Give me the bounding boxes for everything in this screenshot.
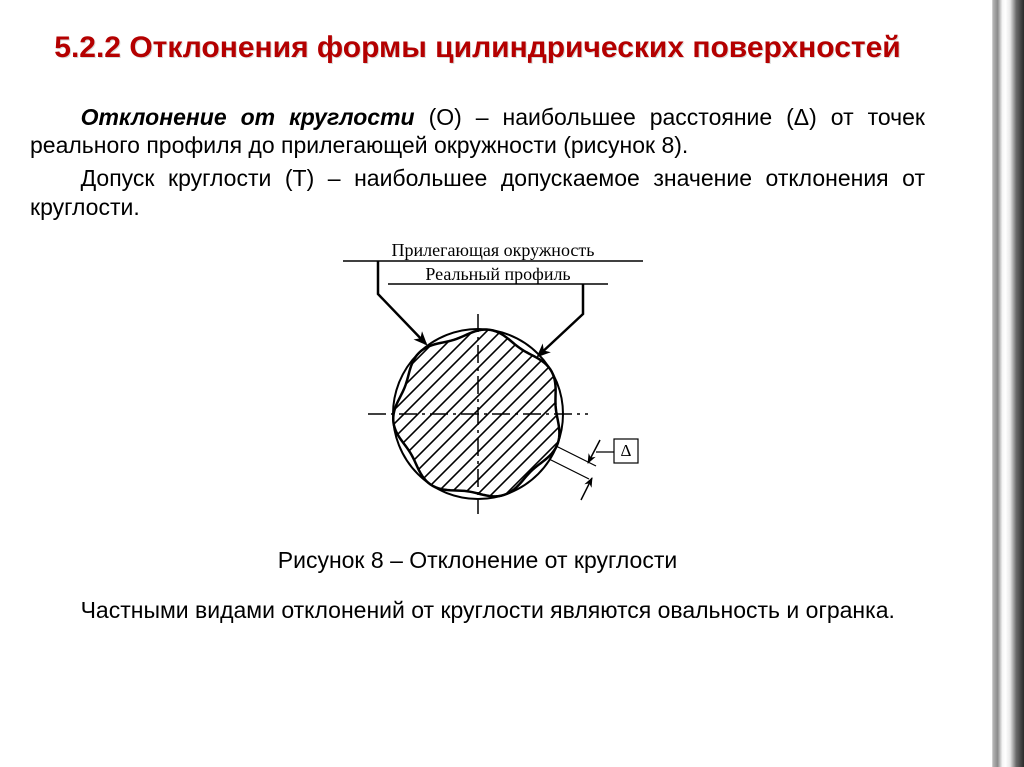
- p2-text: Допуск круглости (Т) – наибольшее допуск…: [30, 165, 925, 220]
- paragraph-3: Частными видами отклонений от круглости …: [30, 596, 925, 625]
- label-real-profile: Реальный профиль: [425, 264, 570, 284]
- slide-right-edge: [992, 0, 1024, 767]
- paragraph-2: Допуск круглости (Т) – наибольшее допуск…: [30, 164, 925, 222]
- figure-caption: Рисунок 8 – Отклонение от круглости: [30, 547, 925, 574]
- delta-dimension: Δ: [549, 439, 638, 500]
- label-outer-circle: Прилегающая окружность: [391, 240, 594, 260]
- p1-lead: Отклонение от круглости: [81, 104, 415, 130]
- figure-8: Прилегающая окружность Реальный профиль: [30, 234, 925, 529]
- delta-symbol: Δ: [620, 441, 631, 460]
- paragraph-1: Отклонение от круглости (О) – наибольшее…: [30, 103, 925, 161]
- leader-arrow-profile: [538, 284, 583, 356]
- p3-text: Частными видами отклонений от круглости …: [81, 597, 895, 623]
- title-text: 5.2.2 Отклонения формы цилиндрических по…: [54, 31, 900, 64]
- roundness-diagram: Прилегающая окружность Реальный профиль: [238, 234, 718, 524]
- leader-arrow-outer: [378, 261, 426, 344]
- page-title: 5.2.2 Отклонения формы цилиндрических по…: [30, 28, 925, 69]
